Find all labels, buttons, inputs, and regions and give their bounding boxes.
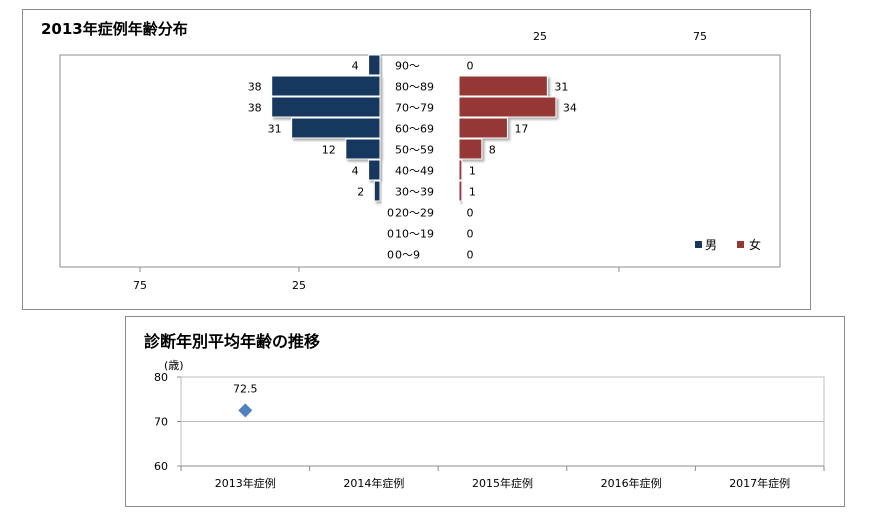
bar-male xyxy=(291,117,381,139)
data-label-female: 0 xyxy=(467,228,474,241)
y-tick-label: 70 xyxy=(154,416,168,429)
bar-male xyxy=(368,159,381,181)
legend-label-female: 女 xyxy=(749,237,761,252)
chart-title: 診断年別平均年齢の推移 xyxy=(144,332,321,351)
x-tick-label: 2017年症例 xyxy=(729,476,790,490)
data-label-female: 8 xyxy=(489,144,496,157)
bar-female xyxy=(458,75,548,97)
y-tick-label: 60 xyxy=(154,460,168,473)
data-label-male: 38 xyxy=(248,102,262,115)
data-label-male: 4 xyxy=(352,165,359,178)
data-label-male: 31 xyxy=(268,123,282,136)
data-label-female: 34 xyxy=(563,102,577,115)
legend-swatch-female xyxy=(737,241,744,248)
data-label-female: 17 xyxy=(514,123,528,136)
category-label: 40～49 xyxy=(395,165,434,178)
age-distribution-chart: 2013年症例年齢分布 25 75 75 25 4 0 90～ 38 31 80～89 38 34 70… xyxy=(22,9,811,310)
data-label-female: 0 xyxy=(467,249,474,262)
chart-title: 2013年症例年齢分布 xyxy=(41,20,188,38)
bar-male xyxy=(271,75,381,97)
data-label-male: 0 xyxy=(387,249,394,262)
average-age-trend-chart: 診断年別平均年齢の推移 60 70 80 (歳) 2013年症例 2014年症例 2015年… xyxy=(125,316,845,507)
category-label: 90～ xyxy=(395,60,420,73)
y-axis-label: (歳) xyxy=(164,359,184,372)
data-label-female: 31 xyxy=(554,81,568,94)
category-label: 30～39 xyxy=(395,186,434,199)
bar-female xyxy=(458,117,508,139)
x-tick-label: 2014年症例 xyxy=(343,476,404,490)
category-label: 0～9 xyxy=(395,249,420,262)
data-label-male: 2 xyxy=(357,186,364,199)
data-label-female: 0 xyxy=(467,207,474,220)
bar-female xyxy=(458,159,463,181)
bar-male xyxy=(373,180,381,202)
data-label-male: 4 xyxy=(352,60,359,73)
data-label-male: 38 xyxy=(248,81,262,94)
bar-male xyxy=(345,138,381,160)
bar-female xyxy=(458,180,463,202)
data-label-female: 1 xyxy=(469,186,476,199)
top-tick-label: 25 xyxy=(533,30,547,43)
legend-label-male: 男 xyxy=(705,238,717,252)
category-label: 80～89 xyxy=(395,81,434,94)
bar-female xyxy=(458,96,557,118)
bottom-tick-label: 75 xyxy=(133,279,147,292)
top-tick-label: 75 xyxy=(693,30,707,43)
category-label: 70～79 xyxy=(395,102,434,115)
average-age-plot: 60 70 80(歳) 2013年症例 2014年症例 2015年症例 2016年症例 201… xyxy=(154,359,825,490)
category-label: 10～19 xyxy=(395,228,434,241)
x-tick-label: 2015年症例 xyxy=(472,476,533,490)
category-label: 60～69 xyxy=(395,123,434,136)
age-distribution-plot: 25 75 75 25 4 0 90～ 38 31 80～89 38 34 70～79 31 17 60～69… xyxy=(59,30,781,292)
bar-female xyxy=(458,138,483,160)
x-tick-label: 2013年症例 xyxy=(215,476,276,490)
bar-male xyxy=(368,54,381,76)
data-label-male: 12 xyxy=(322,144,336,157)
data-label-male: 0 xyxy=(387,228,394,241)
category-label: 50～59 xyxy=(395,144,434,157)
data-point-marker xyxy=(238,403,253,418)
category-label: 20～29 xyxy=(395,207,434,220)
data-label-female: 0 xyxy=(467,60,474,73)
legend-swatch-male xyxy=(695,241,702,248)
y-tick-label: 80 xyxy=(154,371,168,384)
data-label-male: 0 xyxy=(387,207,394,220)
bar-male xyxy=(271,96,381,118)
data-label: 72.5 xyxy=(233,382,257,395)
data-label-female: 1 xyxy=(469,165,476,178)
x-tick-label: 2016年症例 xyxy=(601,476,662,490)
bottom-tick-label: 25 xyxy=(292,279,306,292)
